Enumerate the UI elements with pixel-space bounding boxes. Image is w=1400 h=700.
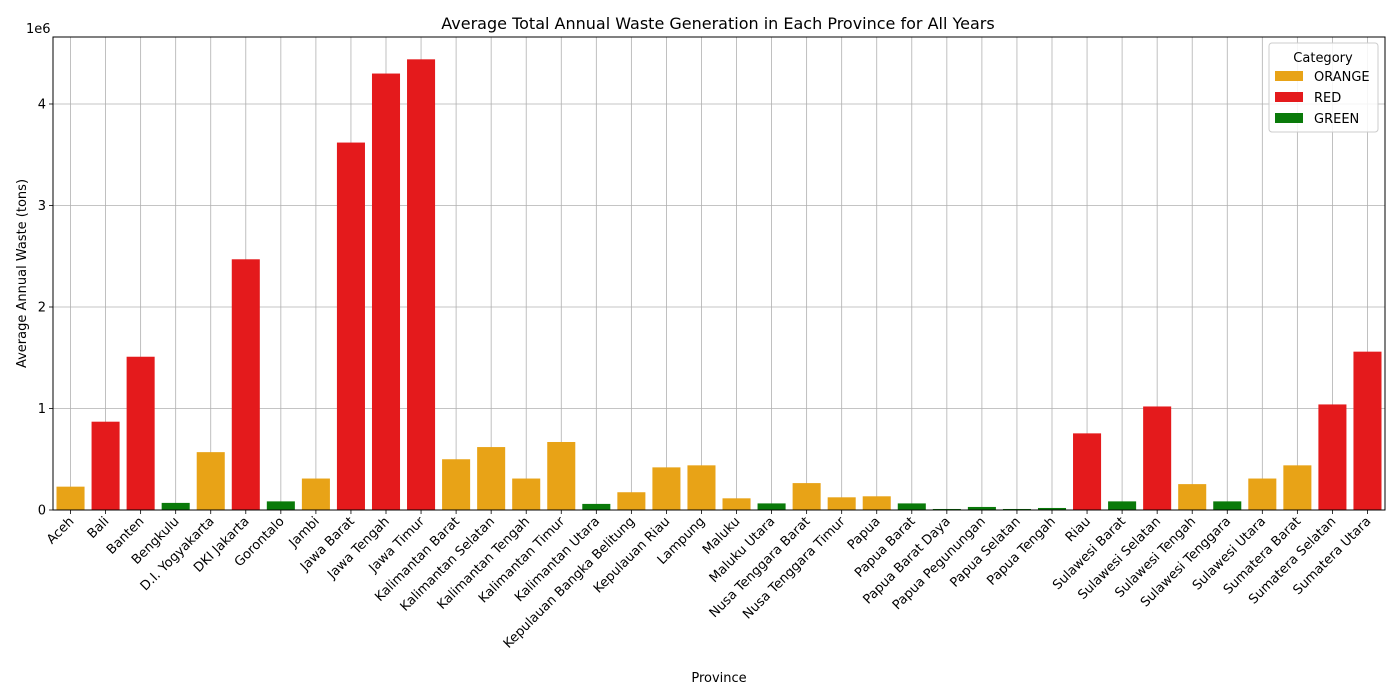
legend-frame: [1268, 42, 1379, 133]
bar-sumatera-utara: [1353, 351, 1382, 510]
bar-sulawesi-selatan: [1143, 406, 1172, 510]
bar-lampung: [687, 465, 716, 510]
bar-papua-tengah: [1037, 507, 1067, 510]
bar-kepulauan-riau: [652, 467, 681, 510]
bar-nusa-tenggara-barat: [792, 483, 821, 510]
bar-jawa-tengah: [371, 73, 401, 510]
bar-papua-selatan: [1002, 508, 1031, 510]
bar-sulawesi-barat: [1108, 501, 1137, 510]
bar-sulawesi-tenggara: [1213, 501, 1242, 510]
bar-jawa-barat: [336, 142, 365, 510]
bar-riau: [1073, 433, 1102, 510]
legend-title: Category: [1293, 51, 1353, 66]
bar-papua-barat-daya: [932, 508, 961, 510]
bar-kepulauan-bangka-belitung: [617, 492, 646, 510]
bar-sumatera-barat: [1283, 465, 1312, 510]
bar-papua-barat: [897, 503, 926, 510]
y-tick-label: 3: [38, 199, 46, 214]
x-axis-label: Province: [691, 671, 746, 686]
bar-kalimantan-tengah: [512, 478, 541, 510]
legend-swatch-green: [1275, 113, 1303, 123]
y-tick-label: 2: [38, 300, 46, 315]
bar-banten: [126, 356, 155, 510]
bar-maluku-utara: [757, 503, 786, 510]
legend-label-orange: ORANGE: [1314, 70, 1370, 85]
y-axis-ticks: 0 1 2 3 4: [38, 97, 53, 519]
y-scale-label: 1e6: [26, 22, 51, 37]
bar-nusa-tenggara-timur: [827, 497, 856, 510]
bar-papua-pegunungan: [967, 506, 996, 510]
bar-gorontalo: [266, 501, 295, 510]
bar-sulawesi-utara: [1248, 478, 1277, 510]
bar-jawa-timur: [407, 59, 436, 510]
x-tick-label: Bali: [85, 514, 113, 542]
bar-aceh: [56, 486, 85, 510]
bar-jambi: [301, 478, 330, 510]
x-tick-label: Aceh: [44, 514, 77, 547]
bars: [56, 59, 1382, 510]
bar-dki-jakarta: [231, 259, 260, 510]
bar-bali: [91, 421, 120, 510]
bar-papua: [862, 496, 891, 510]
legend-label-red: RED: [1314, 91, 1341, 106]
bar-maluku: [722, 498, 751, 510]
y-tick-label: 0: [38, 504, 46, 519]
legend-items: ORANGE RED GREEN: [1275, 70, 1370, 127]
bar-sumatera-selatan: [1318, 404, 1347, 510]
bar-kalimantan-utara: [582, 503, 611, 510]
y-tick-label: 4: [38, 97, 46, 112]
chart-title: Average Total Annual Waste Generation in…: [441, 14, 994, 33]
legend: Category ORANGE RED GREEN: [1268, 42, 1379, 133]
y-axis-label: Average Annual Waste (tons): [15, 179, 30, 368]
bar-kalimantan-timur: [547, 441, 576, 510]
y-tick-label: 1: [38, 402, 46, 417]
bar-kalimantan-barat: [442, 459, 471, 510]
bar-d-i-yogyakarta: [196, 452, 225, 510]
bar-sulawesi-tengah: [1178, 484, 1207, 510]
x-tick-label: Riau: [1063, 514, 1094, 545]
legend-swatch-orange: [1275, 71, 1303, 81]
plot-frame: [52, 36, 1386, 511]
bar-kalimantan-selatan: [477, 447, 506, 510]
bar-bengkulu: [161, 502, 190, 510]
legend-label-green: GREEN: [1314, 112, 1359, 127]
legend-swatch-red: [1275, 92, 1303, 102]
